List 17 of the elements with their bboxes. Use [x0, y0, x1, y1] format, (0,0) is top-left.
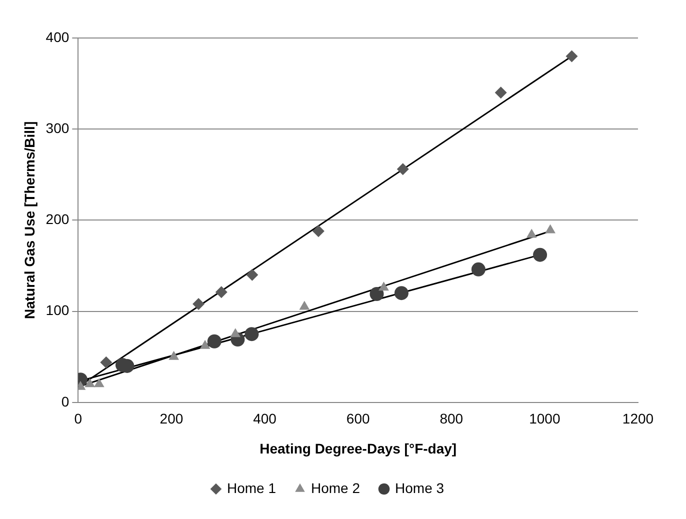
y-tick-label: 400 [46, 28, 70, 45]
y-axis-title: Natural Gas Use [Therms/Bill] [21, 121, 38, 320]
x-tick-label: 400 [253, 410, 277, 427]
x-tick-label: 600 [346, 410, 370, 427]
y-tick-label: 0 [61, 393, 70, 410]
x-tick-label: 200 [160, 410, 184, 427]
legend-label: Home 2 [310, 480, 360, 496]
y-tick-label: 100 [46, 302, 70, 318]
x-tick-label: 1000 [529, 410, 560, 427]
y-tick-label: 300 [46, 120, 70, 136]
legend-label: Home 3 [395, 480, 444, 496]
y-tick-label: 200 [46, 211, 70, 228]
x-tick-label: 800 [440, 410, 464, 427]
x-axis-title: Heating Degree-Days [°F-day] [260, 440, 457, 456]
legend-label: Home 1 [226, 480, 276, 496]
x-tick-label: 0 [74, 410, 82, 427]
x-tick-label: 1200 [622, 410, 654, 427]
